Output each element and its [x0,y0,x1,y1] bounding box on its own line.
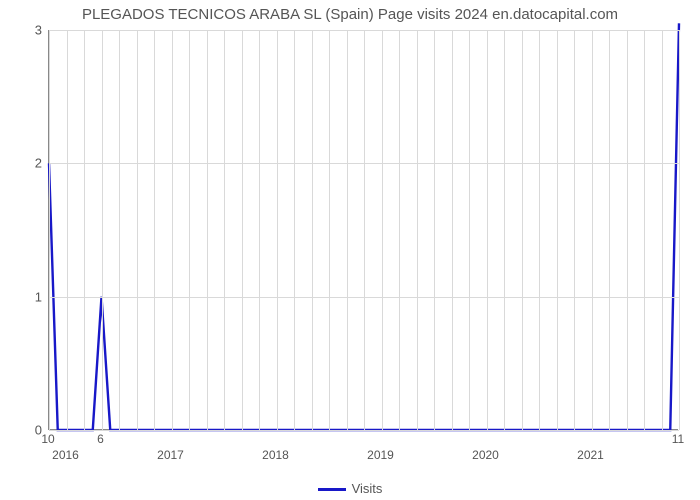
gridline-horizontal [49,430,679,431]
x-tick-label: 2017 [157,448,184,462]
point-label: 11 [672,432,684,446]
gridline-vertical [119,30,120,430]
chart-title: PLEGADOS TECNICOS ARABA SL (Spain) Page … [0,6,700,23]
gridline-vertical [504,30,505,430]
point-label: 10 [41,432,54,446]
gridline-vertical [137,30,138,430]
gridline-vertical [172,30,173,430]
gridline-vertical [154,30,155,430]
legend-swatch [318,488,346,491]
gridline-vertical [679,30,680,430]
gridline-vertical [189,30,190,430]
gridline-vertical [417,30,418,430]
gridline-vertical [574,30,575,430]
x-tick-label: 2019 [367,448,394,462]
gridline-vertical [662,30,663,430]
legend: Visits [0,481,700,496]
gridline-vertical [207,30,208,430]
visits-chart: PLEGADOS TECNICOS ARABA SL (Spain) Page … [0,0,700,500]
gridline-vertical [312,30,313,430]
y-tick-label: 3 [12,23,42,38]
y-tick-label: 1 [12,289,42,304]
gridline-vertical [277,30,278,430]
gridline-vertical [469,30,470,430]
x-tick-label: 2018 [262,448,289,462]
gridline-vertical [627,30,628,430]
y-tick-label: 0 [12,423,42,438]
gridline-vertical [609,30,610,430]
gridline-vertical [364,30,365,430]
legend-label: Visits [352,481,383,496]
gridline-vertical [259,30,260,430]
plot-area [48,30,678,430]
y-tick-label: 2 [12,156,42,171]
gridline-vertical [382,30,383,430]
gridline-vertical [242,30,243,430]
gridline-vertical [522,30,523,430]
x-tick-label: 2016 [52,448,79,462]
gridline-vertical [592,30,593,430]
gridline-vertical [49,30,50,430]
gridline-horizontal [49,163,679,164]
x-tick-label: 2020 [472,448,499,462]
gridline-vertical [224,30,225,430]
gridline-vertical [539,30,540,430]
gridline-vertical [102,30,103,430]
gridline-vertical [487,30,488,430]
gridline-horizontal [49,297,679,298]
gridline-horizontal [49,30,679,31]
gridline-vertical [347,30,348,430]
gridline-vertical [644,30,645,430]
point-label: 6 [97,432,104,446]
gridline-vertical [294,30,295,430]
gridline-vertical [434,30,435,430]
gridline-vertical [452,30,453,430]
gridline-vertical [67,30,68,430]
gridline-vertical [399,30,400,430]
gridline-vertical [557,30,558,430]
gridline-vertical [329,30,330,430]
x-tick-label: 2021 [577,448,604,462]
gridline-vertical [84,30,85,430]
